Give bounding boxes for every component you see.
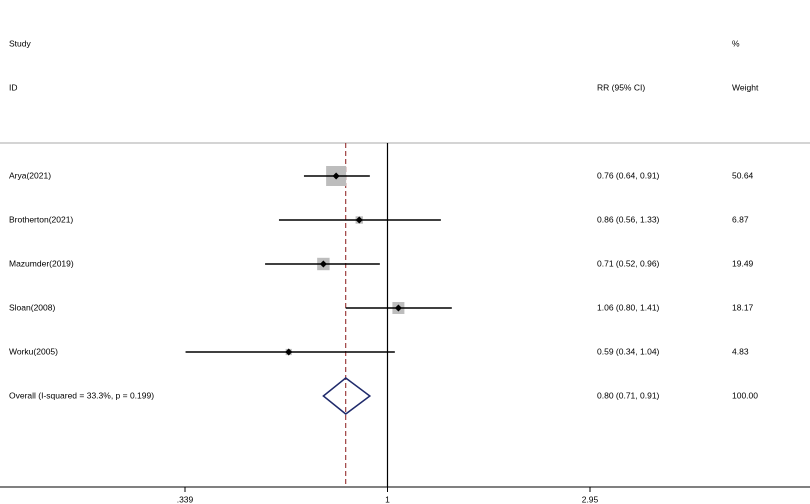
weight-label: 18.17: [732, 302, 754, 312]
x-tick-label: 2.95: [582, 494, 599, 504]
estimate-label: 1.06 (0.80, 1.41): [597, 302, 660, 312]
point-estimate: [332, 172, 340, 180]
header-study: Study: [9, 38, 31, 48]
point-estimate: [355, 216, 363, 224]
study-label: Mazumder(2019): [9, 258, 74, 268]
study-label: Worku(2005): [9, 346, 58, 356]
weight-label: 6.87: [732, 214, 749, 224]
header-estimate: RR (95% CI): [597, 82, 645, 92]
header-id: ID: [9, 82, 18, 92]
overall-diamond: [322, 377, 372, 415]
header-weight: Weight: [732, 82, 759, 92]
study-label: Arya(2021): [9, 170, 51, 180]
estimate-label: 0.59 (0.34, 1.04): [597, 346, 660, 356]
point-estimate: [394, 304, 402, 312]
study-label: Brotherton(2021): [9, 214, 73, 224]
point-estimate: [285, 348, 293, 356]
study-label: Sloan(2008): [9, 302, 55, 312]
weight-label: 50.64: [732, 170, 754, 180]
overall-weight-label: 100.00: [732, 390, 758, 400]
estimate-label: 0.76 (0.64, 0.91): [597, 170, 660, 180]
x-tick-label: 1: [385, 494, 390, 504]
overall-label: Overall (I-squared = 33.3%, p = 0.199): [9, 390, 154, 400]
point-estimate: [319, 260, 327, 268]
estimate-label: 0.71 (0.52, 0.96): [597, 258, 660, 268]
x-tick-label: .339: [177, 494, 194, 504]
header-weight-top: %: [732, 38, 740, 48]
estimate-label: 0.86 (0.56, 1.33): [597, 214, 660, 224]
overall-estimate-label: 0.80 (0.71, 0.91): [597, 390, 660, 400]
weight-label: 19.49: [732, 258, 754, 268]
weight-label: 4.83: [732, 346, 749, 356]
